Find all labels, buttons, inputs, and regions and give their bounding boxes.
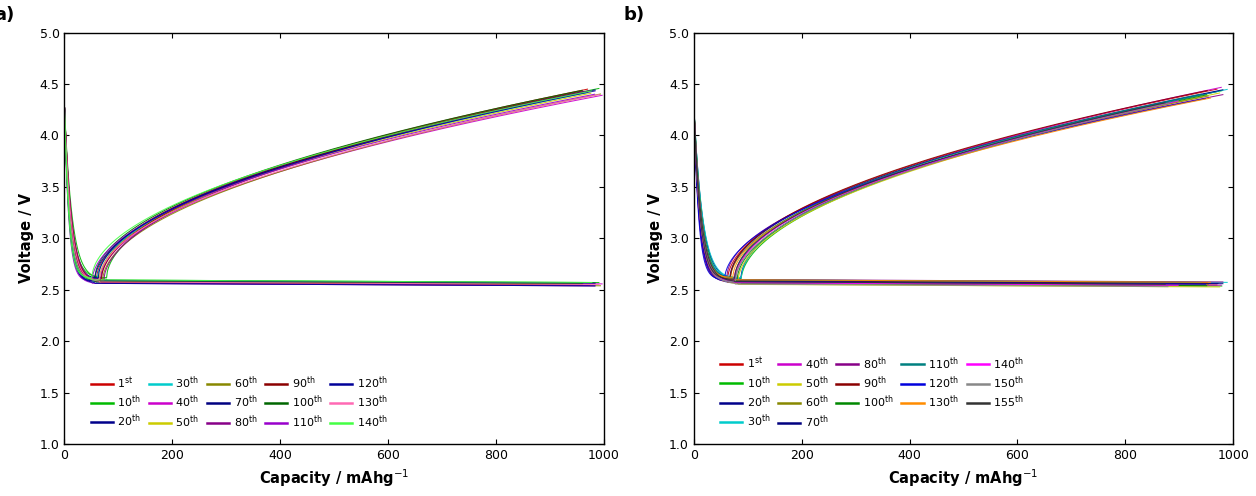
Y-axis label: Voltage / V: Voltage / V	[648, 193, 663, 283]
X-axis label: Capacity / mAhg$^{-1}$: Capacity / mAhg$^{-1}$	[888, 467, 1039, 489]
Text: b): b)	[624, 6, 644, 24]
Legend: 1$^{\mathrm{st}}$, 10$^{\mathrm{th}}$, 20$^{\mathrm{th}}$, 30$^{\mathrm{th}}$, 4: 1$^{\mathrm{st}}$, 10$^{\mathrm{th}}$, 2…	[716, 351, 1029, 434]
Text: a): a)	[0, 6, 15, 24]
Y-axis label: Voltage / V: Voltage / V	[19, 193, 34, 283]
Legend: 1$^{\mathrm{st}}$, 10$^{\mathrm{th}}$, 20$^{\mathrm{th}}$, 30$^{\mathrm{th}}$, 4: 1$^{\mathrm{st}}$, 10$^{\mathrm{th}}$, 2…	[87, 370, 392, 434]
X-axis label: Capacity / mAhg$^{-1}$: Capacity / mAhg$^{-1}$	[259, 467, 409, 489]
